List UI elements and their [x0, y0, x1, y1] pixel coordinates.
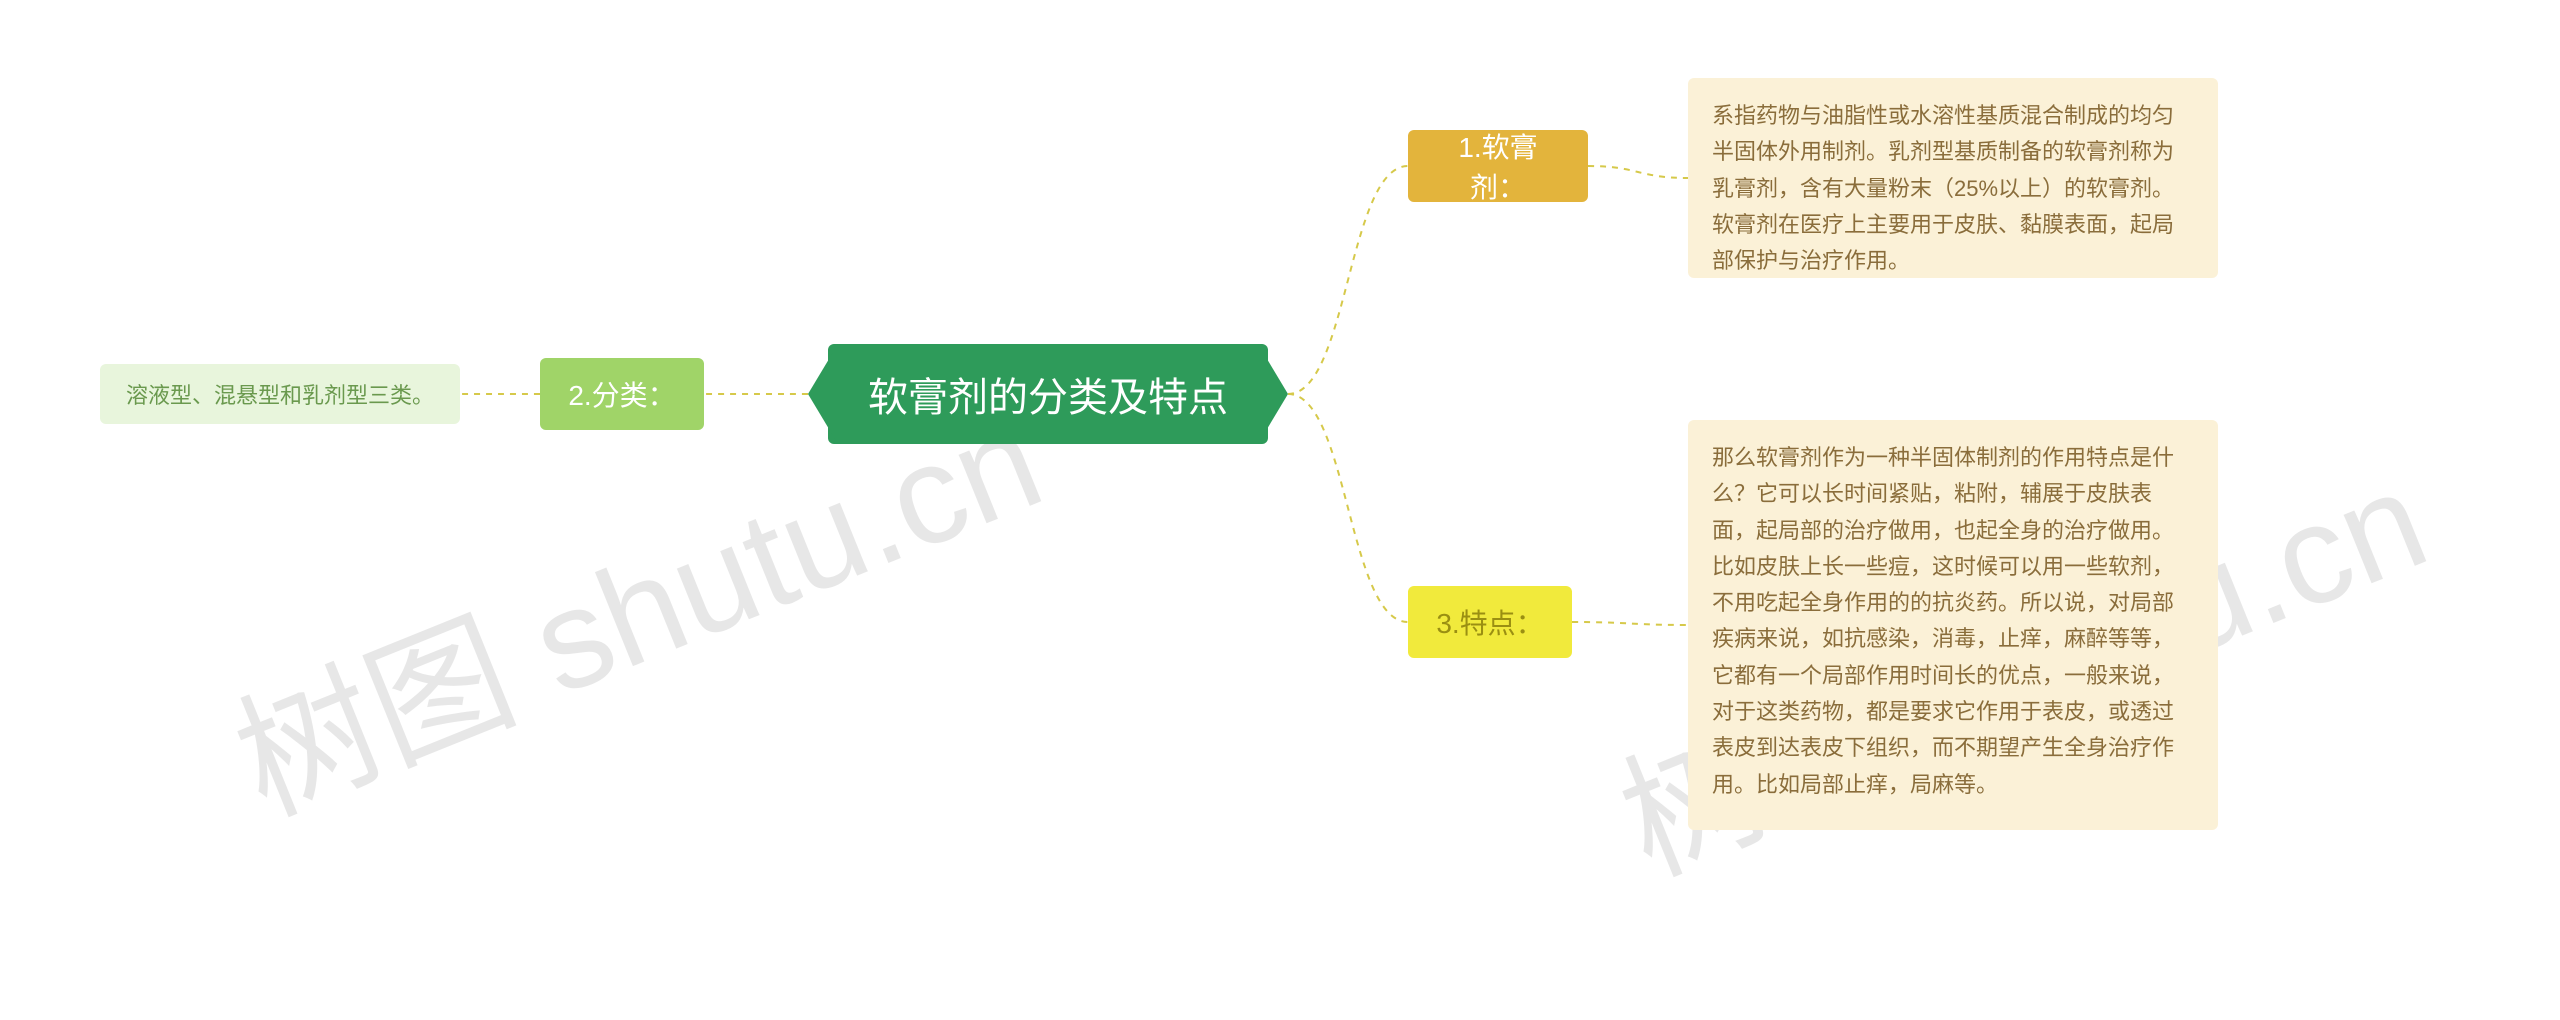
leaf-features-desc: 那么软膏剂作为一种半固体制剂的作用特点是什么？它可以长时间紧贴，粘附，辅展于皮肤…	[1688, 420, 2218, 830]
branch-features: 3.特点：	[1408, 586, 1572, 658]
branch-ointment: 1.软膏剂：	[1408, 130, 1588, 202]
branch-classification: 2.分类：	[540, 358, 704, 430]
center-node: 软膏剂的分类及特点	[828, 344, 1268, 444]
leaf-classification-desc: 溶液型、混悬型和乳剂型三类。	[100, 364, 460, 424]
leaf-ointment-desc: 系指药物与油脂性或水溶性基质混合制成的均匀半固体外用制剂。乳剂型基质制备的软膏剂…	[1688, 78, 2218, 278]
